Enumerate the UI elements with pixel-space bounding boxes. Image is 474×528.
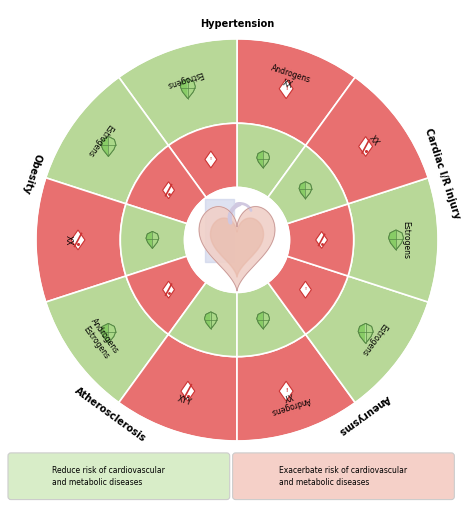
Wedge shape bbox=[287, 204, 354, 276]
Polygon shape bbox=[101, 324, 116, 343]
Polygon shape bbox=[389, 230, 403, 250]
Text: !: ! bbox=[285, 86, 287, 91]
Polygon shape bbox=[153, 231, 159, 248]
Polygon shape bbox=[188, 79, 195, 99]
FancyBboxPatch shape bbox=[8, 453, 230, 499]
Text: !: ! bbox=[304, 287, 307, 291]
Polygon shape bbox=[204, 312, 211, 329]
Wedge shape bbox=[120, 204, 187, 276]
Polygon shape bbox=[204, 312, 217, 329]
Polygon shape bbox=[71, 230, 85, 250]
Text: Estrogens: Estrogens bbox=[165, 69, 204, 89]
Circle shape bbox=[184, 187, 290, 293]
Polygon shape bbox=[181, 79, 195, 99]
Wedge shape bbox=[237, 123, 306, 197]
Polygon shape bbox=[263, 151, 270, 168]
Polygon shape bbox=[18, 461, 39, 491]
Polygon shape bbox=[279, 381, 293, 401]
Polygon shape bbox=[28, 461, 39, 491]
Polygon shape bbox=[263, 312, 270, 329]
Text: Estrogens: Estrogens bbox=[85, 122, 115, 158]
Wedge shape bbox=[46, 77, 168, 204]
Polygon shape bbox=[279, 79, 293, 99]
Polygon shape bbox=[205, 151, 217, 168]
Polygon shape bbox=[300, 281, 311, 298]
Wedge shape bbox=[126, 146, 206, 224]
Polygon shape bbox=[199, 206, 275, 291]
Wedge shape bbox=[168, 282, 237, 356]
Wedge shape bbox=[237, 334, 356, 441]
Polygon shape bbox=[101, 137, 109, 156]
Text: Obesity: Obesity bbox=[20, 152, 43, 195]
Wedge shape bbox=[36, 178, 126, 302]
Polygon shape bbox=[358, 324, 365, 343]
Wedge shape bbox=[168, 123, 237, 197]
Wedge shape bbox=[348, 178, 438, 302]
Text: XX: XX bbox=[64, 234, 73, 245]
Polygon shape bbox=[257, 151, 270, 168]
Polygon shape bbox=[211, 312, 217, 329]
Text: Androgens
XX: Androgens XX bbox=[267, 63, 312, 95]
Polygon shape bbox=[316, 231, 328, 248]
Wedge shape bbox=[118, 39, 237, 146]
Polygon shape bbox=[109, 324, 116, 343]
Wedge shape bbox=[306, 276, 428, 403]
Polygon shape bbox=[101, 324, 109, 343]
Text: Cardiac I/R injury: Cardiac I/R injury bbox=[423, 127, 462, 220]
Text: !: ! bbox=[210, 157, 212, 161]
Wedge shape bbox=[268, 256, 348, 334]
Wedge shape bbox=[126, 256, 206, 334]
Wedge shape bbox=[268, 146, 348, 224]
Text: Androgens
Estrogens: Androgens Estrogens bbox=[80, 317, 120, 362]
Polygon shape bbox=[389, 230, 396, 250]
Text: !: ! bbox=[254, 471, 258, 480]
Text: Androgens
XY: Androgens XY bbox=[267, 385, 312, 417]
Polygon shape bbox=[181, 79, 188, 99]
Text: Exacerbate risk of cardiovascular
and metabolic diseases: Exacerbate risk of cardiovascular and me… bbox=[279, 466, 408, 487]
Text: Estrogens: Estrogens bbox=[359, 322, 389, 357]
Wedge shape bbox=[118, 334, 237, 441]
Wedge shape bbox=[306, 77, 428, 204]
Polygon shape bbox=[358, 324, 373, 343]
Text: Reduce risk of cardiovascular
and metabolic diseases: Reduce risk of cardiovascular and metabo… bbox=[52, 466, 164, 487]
Polygon shape bbox=[101, 137, 116, 156]
Text: !: ! bbox=[285, 388, 287, 393]
Polygon shape bbox=[181, 381, 195, 401]
Text: XYY: XYY bbox=[176, 394, 193, 408]
Wedge shape bbox=[46, 276, 168, 403]
Polygon shape bbox=[18, 461, 28, 491]
Polygon shape bbox=[299, 182, 305, 199]
Polygon shape bbox=[305, 182, 312, 199]
Polygon shape bbox=[109, 137, 116, 156]
Polygon shape bbox=[365, 324, 373, 343]
Polygon shape bbox=[299, 182, 312, 199]
FancyBboxPatch shape bbox=[233, 453, 455, 499]
Polygon shape bbox=[396, 230, 403, 250]
Polygon shape bbox=[257, 312, 270, 329]
Text: Estrogens: Estrogens bbox=[401, 221, 410, 259]
Polygon shape bbox=[257, 151, 263, 168]
Text: Atherosclerosis: Atherosclerosis bbox=[73, 385, 147, 444]
Polygon shape bbox=[246, 461, 266, 491]
Polygon shape bbox=[146, 231, 153, 248]
Polygon shape bbox=[163, 182, 174, 199]
Text: XX: XX bbox=[367, 134, 381, 147]
Wedge shape bbox=[237, 39, 356, 146]
Polygon shape bbox=[163, 281, 174, 298]
Polygon shape bbox=[146, 231, 159, 248]
Wedge shape bbox=[237, 282, 306, 356]
Polygon shape bbox=[257, 312, 263, 329]
Text: Aneurysms: Aneurysms bbox=[337, 393, 392, 437]
Text: Hypertension: Hypertension bbox=[200, 19, 274, 29]
Polygon shape bbox=[359, 137, 373, 156]
Polygon shape bbox=[210, 218, 264, 277]
